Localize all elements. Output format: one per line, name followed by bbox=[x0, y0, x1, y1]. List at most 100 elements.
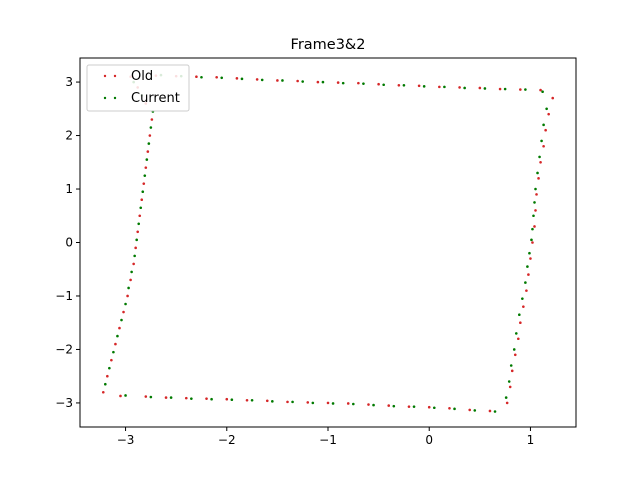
point-current-3 bbox=[220, 76, 224, 80]
point-current-42 bbox=[453, 407, 456, 411]
y-tick-label: −2 bbox=[55, 342, 73, 356]
point-old-61 bbox=[110, 358, 113, 362]
point-current-31 bbox=[526, 265, 529, 268]
point-old-26 bbox=[535, 193, 538, 196]
point-old-76 bbox=[150, 118, 154, 121]
point-old-22 bbox=[544, 128, 547, 132]
point-old-69 bbox=[136, 230, 139, 234]
point-current-52 bbox=[250, 398, 254, 402]
point-old-58 bbox=[119, 394, 122, 398]
point-current-55 bbox=[190, 397, 193, 400]
x-tick-label: 1 bbox=[527, 433, 535, 447]
point-old-60 bbox=[106, 374, 109, 378]
legend-box bbox=[86, 64, 190, 112]
point-current-41 bbox=[473, 409, 477, 412]
point-old-53 bbox=[225, 397, 229, 401]
point-old-23 bbox=[542, 144, 545, 148]
point-current-40 bbox=[493, 410, 497, 413]
point-current-20 bbox=[545, 107, 548, 111]
point-old-54 bbox=[205, 397, 208, 400]
point-current-9 bbox=[341, 81, 345, 85]
point-old-62 bbox=[114, 342, 117, 346]
point-current-19 bbox=[541, 90, 544, 93]
point-current-15 bbox=[463, 86, 466, 90]
point-current-11 bbox=[382, 83, 385, 87]
point-current-27 bbox=[532, 214, 535, 218]
point-old-67 bbox=[132, 262, 135, 266]
point-old-25 bbox=[537, 177, 540, 180]
point-old-47 bbox=[346, 402, 350, 405]
point-old-48 bbox=[326, 401, 330, 405]
point-old-37 bbox=[510, 369, 514, 373]
point-current-73 bbox=[145, 158, 149, 161]
legend-marker-current bbox=[103, 96, 107, 100]
point-old-12 bbox=[397, 83, 401, 87]
point-old-19 bbox=[539, 88, 542, 92]
point-old-28 bbox=[533, 225, 536, 228]
point-current-30 bbox=[528, 251, 531, 255]
point-current-67 bbox=[133, 254, 136, 258]
point-old-46 bbox=[367, 403, 370, 406]
point-current-61 bbox=[112, 350, 115, 354]
point-old-10 bbox=[357, 81, 360, 85]
point-current-34 bbox=[518, 313, 521, 317]
point-old-44 bbox=[407, 405, 411, 408]
point-current-59 bbox=[104, 382, 107, 386]
legend-label-old: Old bbox=[131, 69, 153, 84]
scatter-points bbox=[101, 73, 555, 413]
point-current-60 bbox=[108, 366, 111, 370]
point-current-21 bbox=[542, 123, 545, 127]
point-old-56 bbox=[164, 396, 168, 399]
series-old bbox=[101, 74, 555, 413]
point-old-8 bbox=[316, 80, 320, 84]
y-axis: −3 −2 −1 0 1 2 3 bbox=[55, 75, 80, 410]
point-old-33 bbox=[522, 305, 525, 308]
point-old-13 bbox=[417, 84, 421, 88]
point-old-17 bbox=[498, 87, 502, 91]
point-old-49 bbox=[306, 401, 310, 404]
point-old-57 bbox=[144, 395, 148, 398]
point-current-63 bbox=[120, 318, 123, 322]
x-axis: −3 −2 −1 0 1 bbox=[117, 427, 535, 447]
point-current-62 bbox=[116, 334, 119, 338]
point-old-30 bbox=[529, 257, 532, 260]
x-tick-label: −2 bbox=[218, 433, 236, 447]
point-old-14 bbox=[438, 85, 441, 89]
point-old-18 bbox=[519, 88, 522, 91]
point-current-14 bbox=[443, 85, 446, 89]
point-old-45 bbox=[387, 404, 391, 407]
point-current-46 bbox=[372, 403, 375, 407]
point-old-20 bbox=[551, 96, 555, 100]
point-current-32 bbox=[524, 281, 527, 284]
y-tick-label: 1 bbox=[65, 182, 73, 196]
series-current bbox=[104, 73, 548, 413]
point-old-32 bbox=[525, 289, 528, 292]
plot-area bbox=[79, 57, 577, 428]
point-current-45 bbox=[392, 404, 396, 408]
point-current-13 bbox=[422, 85, 426, 88]
point-old-75 bbox=[148, 134, 152, 137]
point-old-9 bbox=[336, 81, 340, 84]
point-old-5 bbox=[255, 78, 259, 81]
point-current-7 bbox=[301, 80, 304, 83]
point-old-15 bbox=[458, 86, 461, 89]
point-current-72 bbox=[143, 174, 147, 177]
point-current-66 bbox=[130, 270, 133, 274]
point-old-39 bbox=[505, 401, 509, 405]
y-tick-label: −3 bbox=[55, 396, 73, 410]
point-old-52 bbox=[245, 398, 249, 402]
point-current-24 bbox=[536, 171, 539, 175]
y-tick-label: 2 bbox=[65, 129, 73, 143]
point-old-21 bbox=[547, 112, 550, 116]
x-tick-label: −1 bbox=[319, 433, 337, 447]
point-old-16 bbox=[478, 86, 482, 90]
point-current-74 bbox=[147, 142, 151, 145]
point-old-4 bbox=[235, 77, 239, 80]
point-old-31 bbox=[527, 273, 530, 276]
point-current-22 bbox=[540, 139, 543, 143]
point-current-12 bbox=[402, 83, 406, 87]
point-old-36 bbox=[513, 353, 517, 357]
point-current-58 bbox=[124, 394, 127, 397]
point-old-3 bbox=[215, 75, 218, 79]
